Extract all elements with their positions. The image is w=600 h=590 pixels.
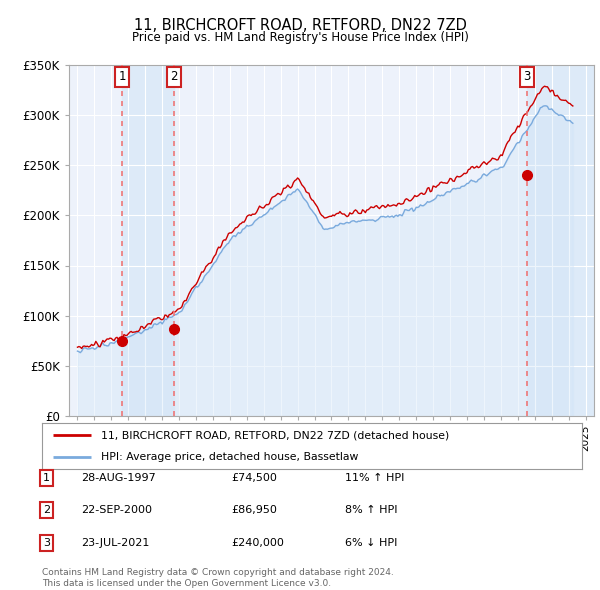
- Text: 2: 2: [43, 506, 50, 515]
- Text: 28-AUG-1997: 28-AUG-1997: [81, 473, 156, 483]
- Text: This data is licensed under the Open Government Licence v3.0.: This data is licensed under the Open Gov…: [42, 579, 331, 588]
- Text: £86,950: £86,950: [231, 506, 277, 515]
- Text: HPI: Average price, detached house, Bassetlaw: HPI: Average price, detached house, Bass…: [101, 451, 359, 461]
- Text: 1: 1: [119, 70, 126, 83]
- Text: 11, BIRCHCROFT ROAD, RETFORD, DN22 7ZD (detached house): 11, BIRCHCROFT ROAD, RETFORD, DN22 7ZD (…: [101, 431, 449, 441]
- Text: £240,000: £240,000: [231, 538, 284, 548]
- Text: 2: 2: [170, 70, 178, 83]
- Bar: [122, 65, 175, 416]
- Text: Contains HM Land Registry data © Crown copyright and database right 2024.: Contains HM Land Registry data © Crown c…: [42, 568, 394, 577]
- Text: 11, BIRCHCROFT ROAD, RETFORD, DN22 7ZD: 11, BIRCHCROFT ROAD, RETFORD, DN22 7ZD: [134, 18, 466, 32]
- Text: 8% ↑ HPI: 8% ↑ HPI: [345, 506, 398, 515]
- Text: 22-SEP-2000: 22-SEP-2000: [81, 506, 152, 515]
- Text: 3: 3: [523, 70, 531, 83]
- Text: 6% ↓ HPI: 6% ↓ HPI: [345, 538, 397, 548]
- Text: Price paid vs. HM Land Registry's House Price Index (HPI): Price paid vs. HM Land Registry's House …: [131, 31, 469, 44]
- Text: £74,500: £74,500: [231, 473, 277, 483]
- Bar: [527, 65, 594, 416]
- Text: 3: 3: [43, 538, 50, 548]
- Text: 1: 1: [43, 473, 50, 483]
- Text: 23-JUL-2021: 23-JUL-2021: [81, 538, 149, 548]
- Text: 11% ↑ HPI: 11% ↑ HPI: [345, 473, 404, 483]
